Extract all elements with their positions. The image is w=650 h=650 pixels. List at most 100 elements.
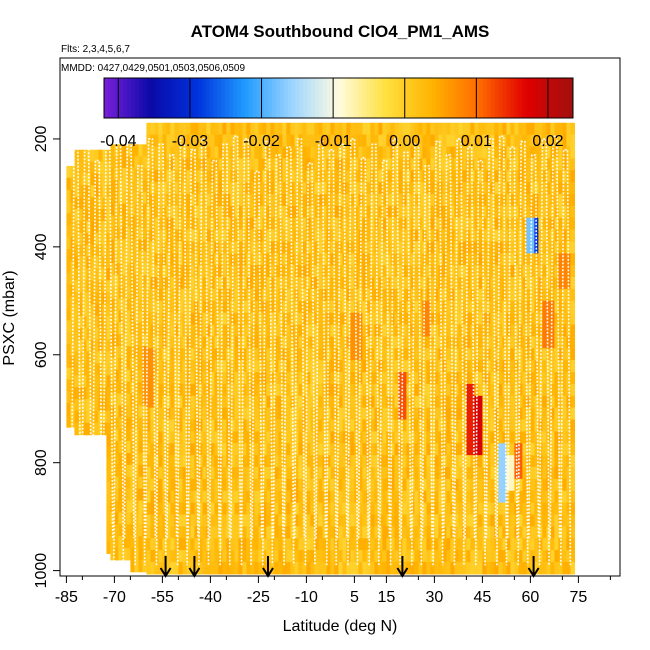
heat-cell: [570, 360, 575, 373]
heat-cell: [374, 372, 379, 385]
colorbar-segment: [162, 78, 168, 118]
heat-cell: [454, 419, 459, 432]
heat-cell: [490, 431, 495, 444]
heat-cell: [66, 284, 71, 298]
heat-cell: [378, 490, 383, 504]
heat-cell: [498, 122, 503, 136]
heat-cell: [194, 383, 199, 397]
heat-cell: [94, 387, 99, 400]
heat-cell: [474, 277, 479, 290]
heat-cell: [330, 455, 335, 468]
heat-cell: [218, 265, 223, 278]
heat-cell: [458, 193, 463, 207]
heat-cell: [286, 182, 291, 195]
heat-cell: [314, 217, 319, 231]
heat-cell: [474, 336, 479, 349]
heat-cell: [326, 395, 331, 409]
heat-cell: [418, 455, 423, 468]
heat-cell: [170, 229, 175, 243]
heat-cell: [378, 122, 383, 136]
heat-cell: [274, 324, 279, 338]
heat-cell: [526, 193, 531, 207]
heat-cell: [118, 381, 123, 395]
heat-cell: [506, 277, 511, 290]
heat-cell: [310, 514, 315, 527]
heat-cell: [266, 455, 271, 468]
heat-cell: [178, 431, 183, 444]
heat-cell: [126, 536, 131, 549]
heat-cell: [278, 407, 283, 421]
heat-cell: [226, 134, 231, 148]
heat-cell: [282, 395, 287, 409]
heat-cell: [130, 488, 135, 502]
heat-cell: [234, 502, 239, 516]
colorbar-segment: [420, 78, 425, 118]
heat-cell: [458, 288, 463, 302]
colorbar-segment: [537, 78, 543, 118]
heat-cell: [230, 312, 235, 326]
heat-cell: [130, 179, 135, 193]
heat-cell: [250, 455, 255, 468]
heat-cell: [402, 455, 407, 468]
heat-cell: [242, 253, 247, 266]
heat-cell: [410, 277, 415, 290]
heat-cell: [434, 348, 439, 361]
heat-cell: [434, 455, 439, 468]
heat-cell: [282, 265, 287, 278]
heat-cell: [498, 253, 503, 266]
heat-cell: [114, 512, 119, 525]
heat-cell: [458, 312, 463, 326]
heat-cell: [142, 559, 147, 573]
heat-cell: [174, 122, 179, 136]
heat-cell: [246, 372, 251, 385]
heat-cell: [162, 241, 167, 254]
heat-cell: [214, 502, 219, 516]
heat-cell: [154, 514, 159, 527]
heat-cell: [474, 514, 479, 527]
heat-cell: [98, 209, 103, 222]
heat-cell: [286, 360, 291, 373]
heat-cell: [186, 526, 191, 539]
heat-cell: [442, 372, 447, 385]
heat-cell: [370, 490, 375, 504]
heat-cell: [278, 419, 283, 432]
heat-cell: [210, 324, 215, 338]
heat-cell: [318, 158, 323, 171]
heat-cell: [254, 455, 259, 468]
colorbar-segment: [408, 78, 414, 118]
heat-cell: [394, 395, 399, 409]
heat-cell: [494, 538, 499, 551]
heat-cell: [410, 478, 415, 492]
colorbar-segment: [334, 78, 339, 118]
heat-cell: [478, 182, 483, 195]
heat-cell: [270, 431, 275, 444]
heat-cell: [114, 464, 119, 478]
heat-cell: [202, 561, 207, 575]
heat-cell: [206, 336, 211, 349]
heat-cell: [454, 265, 459, 278]
heat-cell: [278, 122, 283, 136]
heat-cell: [406, 502, 411, 516]
colorbar-segment: [393, 78, 398, 118]
heat-cell: [234, 217, 239, 231]
heat-cell: [542, 526, 547, 539]
heat-cell: [510, 360, 515, 373]
heat-cell: [322, 538, 327, 551]
heat-cell: [382, 490, 387, 504]
heat-cell: [470, 312, 475, 326]
heat-cell: [122, 191, 127, 205]
colorbar-segment: [166, 78, 171, 118]
heat-cell: [442, 229, 447, 243]
heat-cell: [446, 134, 451, 148]
heat-cell: [294, 193, 299, 207]
heat-cell: [430, 146, 435, 159]
colorbar-segment: [424, 78, 429, 118]
heat-cell: [74, 244, 79, 258]
heat-cell: [422, 443, 427, 456]
heat-cell: [146, 193, 151, 207]
heat-cell: [342, 443, 347, 456]
heat-cell: [306, 538, 311, 551]
heat-cell: [326, 360, 331, 373]
heat-cell: [210, 360, 215, 373]
heat-cell: [238, 122, 243, 136]
